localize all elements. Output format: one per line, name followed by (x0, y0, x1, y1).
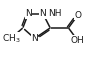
Text: O: O (74, 11, 81, 20)
Text: OH: OH (71, 36, 84, 45)
Text: NH: NH (49, 9, 62, 18)
Text: N: N (25, 9, 32, 18)
Text: N: N (40, 9, 46, 18)
Text: N: N (31, 34, 38, 43)
Text: CH$_3$: CH$_3$ (2, 32, 20, 45)
